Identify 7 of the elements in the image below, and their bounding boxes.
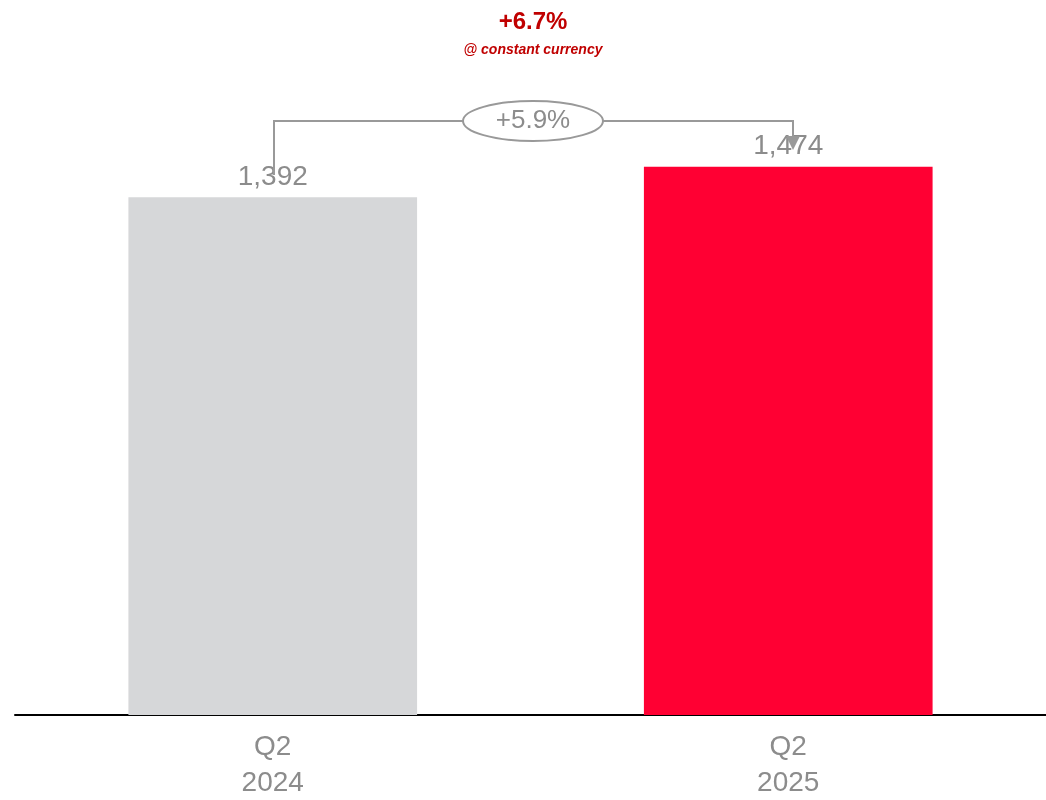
text: @ constant currency <box>463 41 604 57</box>
data-label: 1,392 <box>237 159 308 191</box>
data-label: 1,474 <box>753 129 824 161</box>
x-tick-label: Q2 2024 <box>241 729 304 797</box>
text: +6.7% <box>498 6 568 34</box>
x-tick-label: Q2 2025 <box>757 729 820 797</box>
text: +5.9% <box>495 104 571 134</box>
